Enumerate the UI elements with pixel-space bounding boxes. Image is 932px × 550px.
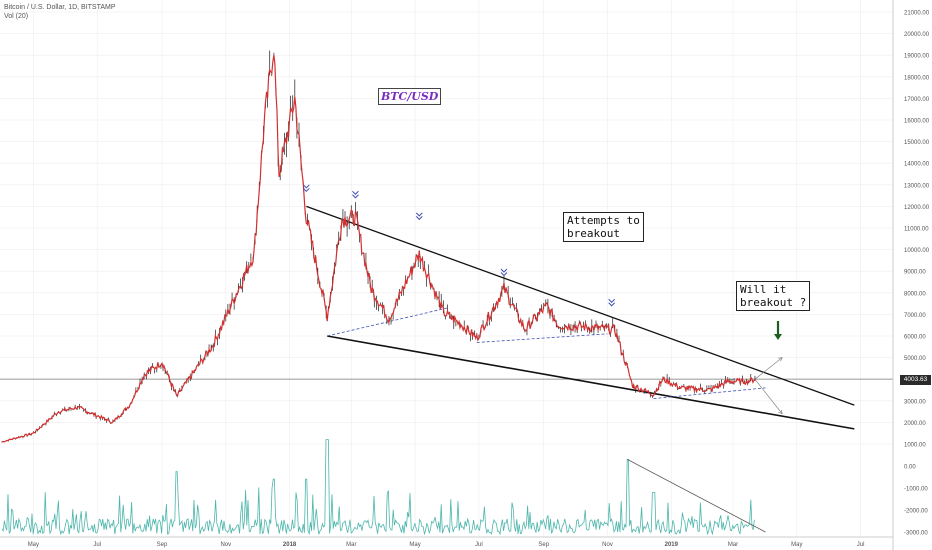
chevron-stroke xyxy=(608,302,616,307)
projection-arrow xyxy=(754,378,783,414)
x-tick-label: May xyxy=(28,542,39,548)
chevron-stroke xyxy=(500,268,508,273)
x-tick-label: Mar xyxy=(346,542,356,548)
y-tick-label: 7000.00 xyxy=(904,313,926,319)
y-tick-label: 3000.00 xyxy=(904,399,926,405)
upper-trendline xyxy=(306,205,855,406)
double-chevron-down-icon xyxy=(352,190,359,199)
x-tick-label: Jul xyxy=(93,542,101,548)
chevron-stroke xyxy=(352,190,359,195)
chevron-stroke xyxy=(608,298,616,303)
y-tick-label: 6000.00 xyxy=(904,335,926,341)
y-tick-label: 21000.00 xyxy=(904,11,930,17)
symbol-title: Bitcoin / U.S. Dollar, 1D, BITSTAMP xyxy=(4,4,116,11)
price-line xyxy=(1,55,756,443)
support-line xyxy=(653,387,766,400)
chevron-stroke xyxy=(415,212,423,217)
y-tick-label: 16000.00 xyxy=(904,119,930,125)
will-breakout-annotation: Will it breakout ? xyxy=(736,281,811,311)
volume-tick-label: -1000.00 xyxy=(904,487,928,493)
y-axis: 21000.00 20000.00 19000.00 18000.00 17000.00… xyxy=(892,0,930,550)
y-tick-label: 18000.00 xyxy=(904,75,930,81)
y-tick-label: 11000.00 xyxy=(904,227,929,233)
volume-tick-label: 0.00 xyxy=(904,465,916,471)
chevron-stroke xyxy=(500,272,508,277)
y-tick-label: 12000.00 xyxy=(904,205,930,211)
chevron-stroke xyxy=(302,184,310,189)
x-tick-label: May xyxy=(409,542,420,548)
y-tick-label: 2000.00 xyxy=(904,421,926,427)
projection-arrowhead xyxy=(778,357,783,362)
x-tick-label: Nov xyxy=(602,542,613,548)
chevron-stroke xyxy=(302,187,310,193)
projection-arrowhead xyxy=(778,409,783,415)
y-tick-label: 14000.00 xyxy=(904,162,930,168)
chevron-stroke xyxy=(415,216,423,221)
y-tick-label: 5000.00 xyxy=(904,356,926,362)
support-line xyxy=(476,333,608,343)
x-tick-label: Sep xyxy=(157,542,168,548)
support-line xyxy=(327,307,448,337)
down-arrow-icon xyxy=(774,321,782,340)
double-chevron-down-icon xyxy=(415,212,423,221)
attempts-annotation: Attempts to breakout xyxy=(563,212,644,242)
y-tick-label: 8000.00 xyxy=(904,291,926,297)
y-tick-label: 1000.00 xyxy=(904,443,926,449)
y-tick-label: 9000.00 xyxy=(904,270,926,276)
trendlines xyxy=(306,205,855,533)
volume-tick-label: -3000.00 xyxy=(904,531,928,537)
btcusd-label: BTC/USD xyxy=(378,88,442,105)
double-chevron-down-icon xyxy=(302,184,310,193)
lower-trendline xyxy=(327,335,855,430)
volume-tick-label: -2000.00 xyxy=(904,509,928,515)
x-tick-label: Sep xyxy=(538,542,549,548)
volume-indicator-label[interactable]: Vol (20) xyxy=(4,13,29,20)
last-price-badge: 4003.63 xyxy=(900,375,931,385)
double-chevron-down-icon xyxy=(608,298,616,307)
x-tick-label: 2018 xyxy=(283,542,297,548)
markers xyxy=(302,184,782,340)
y-tick-label: 17000.00 xyxy=(904,97,930,103)
y-tick-label: 19000.00 xyxy=(904,54,930,60)
y-tick-label: 13000.00 xyxy=(904,183,930,189)
x-tick-label: Jul xyxy=(475,542,483,548)
y-tick-label: 20000.00 xyxy=(904,32,930,38)
x-tick-label: Jul xyxy=(857,542,865,548)
chevron-stroke xyxy=(352,194,359,199)
double-chevron-down-icon xyxy=(500,268,508,277)
projection-arrow xyxy=(754,357,783,380)
x-tick-label: Nov xyxy=(220,542,231,548)
down-arrow-head xyxy=(774,334,782,340)
x-axis: May Jul Sep Nov 2018 Mar May Jul Sep Nov 2019 Mar Ma… xyxy=(0,536,893,548)
x-tick-label: Mar xyxy=(728,542,738,548)
grid xyxy=(0,0,893,537)
x-tick-label: May xyxy=(791,542,802,548)
x-tick-label: 2019 xyxy=(665,542,679,548)
y-tick-label: 10000.00 xyxy=(904,248,930,254)
y-tick-label: 15000.00 xyxy=(904,140,930,146)
price-series xyxy=(1,50,756,443)
volume-trendline xyxy=(627,459,766,533)
volume-series xyxy=(1,439,755,536)
volume-line xyxy=(1,439,755,536)
